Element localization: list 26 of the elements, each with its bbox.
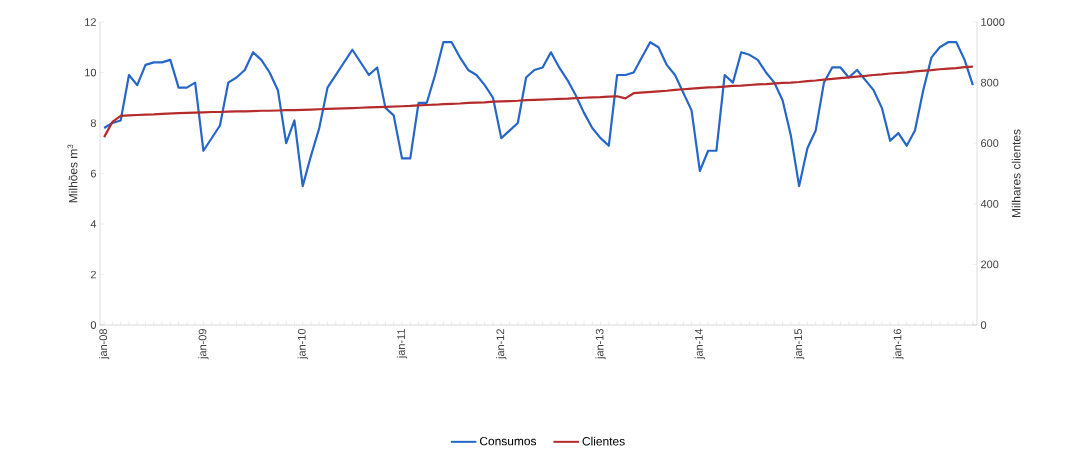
y2-tick-label: 0: [980, 321, 987, 329]
y-tick-label: 4: [90, 220, 97, 228]
y2-tick-label: 400: [980, 199, 999, 208]
x-tick-label: jan-14: [694, 328, 705, 360]
y-tick-label: 8: [90, 119, 96, 127]
x-tick-label: jan-16: [893, 329, 904, 360]
y-tick-label: 6: [90, 169, 96, 178]
x-tick-label: jan-10: [297, 328, 308, 360]
x-tick-label: jan-08: [99, 329, 110, 360]
x-tick-label: jan-11: [396, 329, 408, 359]
x-tick-label: jan-15: [794, 329, 805, 360]
y-axis-title: Milhões m$^{3}$: [67, 144, 78, 203]
x-tick-label: jan-09: [198, 329, 209, 360]
y2-axis-title: Milhares clientes: [1011, 129, 1021, 218]
x-tick-label: jan-12: [496, 329, 507, 360]
y-tick-label: 12: [85, 18, 96, 26]
y2-tick-label: 600: [981, 139, 999, 148]
legend-label: Consumos: [479, 436, 537, 446]
x-tick-label: jan-13: [595, 329, 606, 360]
y2-tick-label: 1000: [981, 18, 1005, 26]
y-tick-label: 2: [90, 270, 96, 279]
y-tick-label: 0: [90, 321, 97, 329]
y-tick-label: 10: [85, 68, 97, 77]
y2-tick-label: 200: [981, 260, 999, 269]
legend-label: Clientes: [582, 436, 625, 446]
y2-tick-label: 800: [981, 78, 999, 87]
